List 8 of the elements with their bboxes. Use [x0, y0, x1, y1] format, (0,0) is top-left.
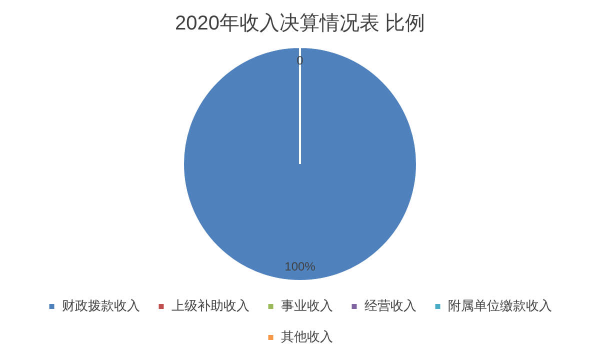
- legend-label: 财政拨款收入: [62, 298, 140, 314]
- legend-label: 附属单位缴款收入: [448, 298, 552, 314]
- legend-label: 经营收入: [364, 298, 416, 314]
- legend-label: 事业收入: [280, 298, 333, 314]
- legend-label: 上级补助收入: [171, 298, 250, 314]
- data-label: 100%: [284, 259, 316, 274]
- chart-title: 2020年收入决算情况表 比例: [174, 12, 426, 35]
- legend-label: 其他收入: [280, 329, 333, 344]
